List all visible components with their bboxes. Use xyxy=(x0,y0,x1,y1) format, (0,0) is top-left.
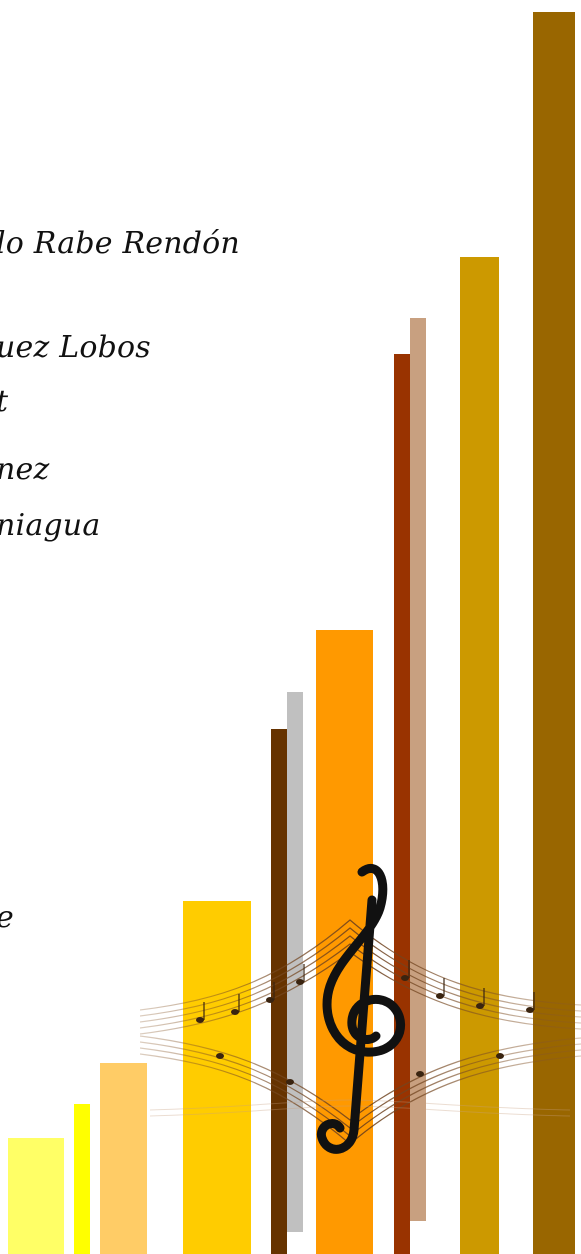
decor-bar-4 xyxy=(183,901,251,1254)
decor-bar-6 xyxy=(287,692,303,1232)
text-line-4: nez xyxy=(0,452,50,487)
text-line-1: lo Rabe Rendón xyxy=(0,226,240,261)
decor-bar-10 xyxy=(460,257,499,1254)
text-line-2: uez Lobos xyxy=(0,330,151,365)
decor-bar-9 xyxy=(410,318,426,1221)
decor-bar-5 xyxy=(271,729,287,1254)
decor-bar-2 xyxy=(74,1104,90,1254)
treble-clef-icon xyxy=(140,864,581,1154)
decor-bar-1 xyxy=(8,1138,64,1254)
text-line-5: niagua xyxy=(0,508,101,543)
decor-bar-3 xyxy=(100,1063,147,1254)
text-line-6: e xyxy=(0,900,14,936)
text-line-3: t xyxy=(0,384,8,420)
